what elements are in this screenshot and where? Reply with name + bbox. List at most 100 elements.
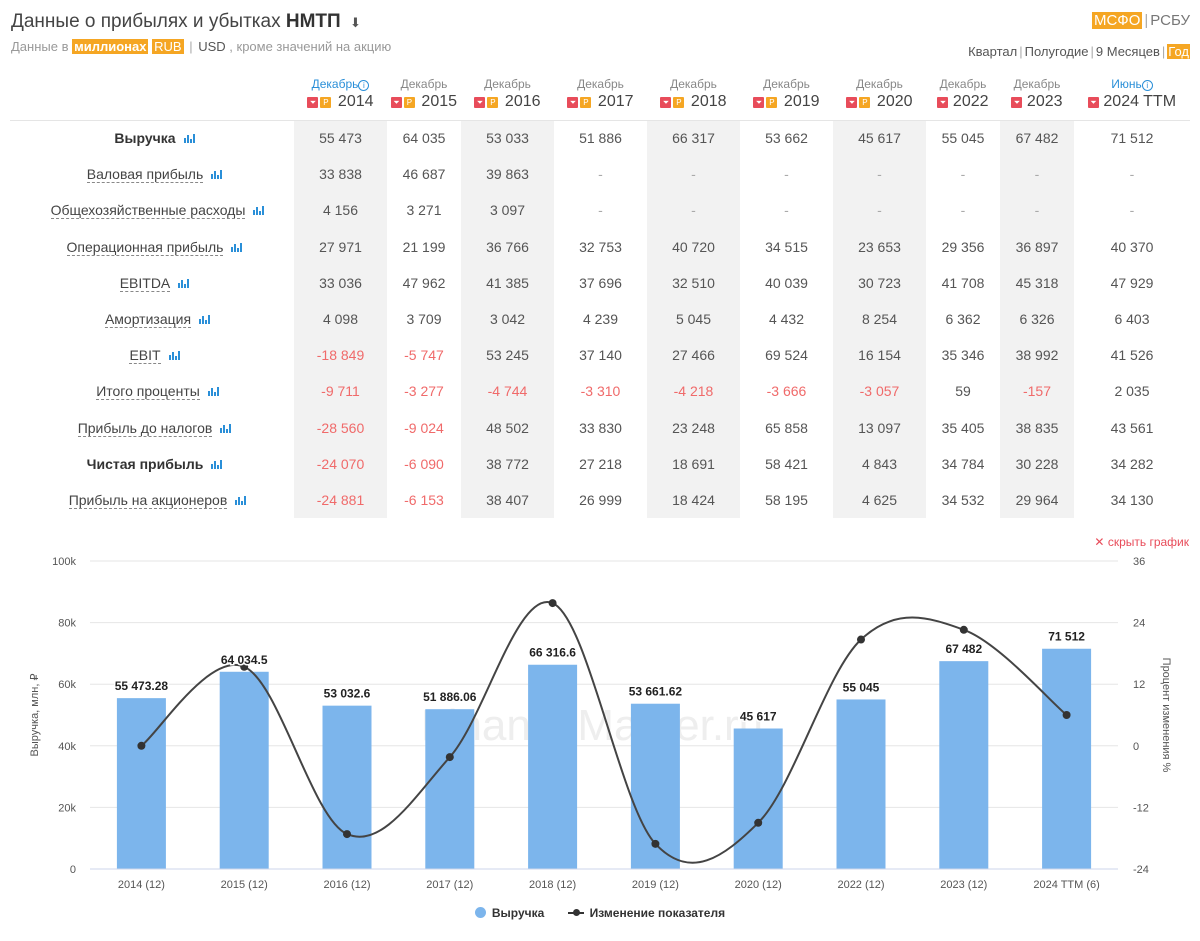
presentation-icon[interactable]: P [403,97,415,109]
data-label: 53 661.62 [629,685,683,699]
presentation-icon[interactable]: P [487,97,499,109]
table-cell: 47 962 [402,274,446,291]
presentation-icon[interactable]: P [766,97,778,109]
column-header-2015: Декабрь ⏷ P 2015 [387,70,461,121]
standard-ifrs[interactable]: МСФО [1091,12,1143,29]
y-left-tick-label: 60k [58,679,76,691]
period-half[interactable]: Полугодие [1024,44,1089,59]
row-label-text[interactable]: Валовая прибыль [86,166,204,184]
table-cell: 21 199 [402,238,446,255]
table-cell: 66 317 [647,120,740,157]
bar-chart-icon[interactable] [211,170,223,180]
table-cell: 40 370 [1110,238,1154,255]
units-millions[interactable]: миллионах [72,39,149,54]
y-right-tick-label: 12 [1133,679,1145,691]
info-icon[interactable]: i [1141,80,1153,92]
table-row: Итого проценты -9 711 -3 277 -4 744 -3 310 -4… [10,373,1190,410]
bar-chart-icon[interactable] [199,315,211,325]
row-label[interactable]: Итого проценты [10,373,294,409]
row-label-text[interactable]: Амортизация [104,311,192,329]
currency-rub[interactable]: RUB [152,39,184,54]
pdf-report-icon[interactable]: ⏷ [753,97,765,109]
row-label[interactable]: Операционная прибыль [10,229,294,265]
bar-chart-icon[interactable] [183,134,196,144]
table-cell: 3 042 [461,300,554,338]
bar-chart-icon[interactable] [168,351,181,361]
pdf-report-icon[interactable]: ⏷ [567,97,579,109]
table-cell: 53 662 [765,130,808,147]
row-label[interactable]: EBIT [10,337,294,373]
column-year: ⏷ 2023 [1011,93,1063,110]
download-icon[interactable]: ⬇ [349,15,361,30]
row-label-text[interactable]: Итого проценты [96,383,200,401]
presentation-icon[interactable]: P [320,97,332,109]
pdf-report-icon[interactable]: ⏷ [390,97,402,109]
table-cell: - [960,166,966,183]
presentation-icon[interactable]: P [580,97,592,109]
table-cell: 37 140 [579,347,622,364]
change-point [959,625,968,634]
table-cell: 41 385 [461,264,554,301]
column-month: Декабрь i [294,77,387,92]
period-9m[interactable]: 9 Месяцев [1095,44,1160,59]
table-cell: -24 070 [294,445,387,482]
pdf-report-icon[interactable]: ⏷ [1011,97,1023,109]
table-cell: - [784,202,789,219]
row-label-text[interactable]: EBIT [129,347,161,365]
row-label-text[interactable]: Выручка [114,130,176,147]
row-label[interactable]: EBITDA [10,265,294,301]
bar-chart-icon[interactable] [220,423,232,433]
bar-chart-icon[interactable] [253,206,265,216]
column-header-2023: Декабрь ⏷ 2023 [1000,70,1074,121]
pdf-report-icon[interactable]: ⏷ [1087,97,1099,109]
row-label-text[interactable]: Операционная прибыль [66,238,224,256]
x-tick-label: 2015 (12) [221,879,268,891]
data-label: 64 034.5 [221,653,268,667]
bar-chart-icon[interactable] [211,459,223,469]
presentation-icon[interactable]: P [859,97,871,109]
row-label[interactable]: Общехозяйственные расходы [10,192,294,228]
row-label-text[interactable]: Прибыль на акционеров [68,491,228,509]
info-icon[interactable]: i [358,80,370,92]
table-cell: - [647,156,740,193]
pdf-report-icon[interactable]: ⏷ [307,97,319,109]
row-label[interactable]: Прибыль на акционеров [10,482,294,518]
table-cell: 33 838 [294,156,387,193]
legend-change[interactable]: Изменение показателя [548,906,725,920]
row-label[interactable]: Валовая прибыль [10,156,294,192]
row-label-text[interactable]: EBITDA [119,274,171,292]
row-label[interactable]: Прибыль до налогов [10,410,294,446]
row-label[interactable]: Амортизация [10,301,294,337]
row-label[interactable]: Чистая прибыль [10,446,294,482]
change-point [137,741,146,750]
period-quarter[interactable]: Квартал [968,44,1018,59]
bar-chart-icon[interactable] [207,387,220,397]
hide-chart-link[interactable]: ✕ скрыть график [1094,535,1189,549]
pdf-report-icon[interactable]: ⏷ [660,97,672,109]
row-label-text[interactable]: Общехозяйственные расходы [50,202,246,220]
pdf-report-icon[interactable]: ⏷ [474,97,486,109]
table-cell: 53 033 [461,120,554,157]
table-cell: 30 228 [1000,445,1074,482]
period-year[interactable]: Год [1167,44,1190,59]
change-point [240,662,249,671]
row-label-text[interactable]: Чистая прибыль [86,455,204,472]
column-year: ⏷ P 2016 [474,93,541,110]
table-cell: 40 720 [647,228,740,265]
table-cell: 4 239 [582,311,619,328]
column-year: ⏷ 2024 TTM [1087,93,1176,110]
row-label-text[interactable]: Прибыль до налогов [77,419,213,437]
pdf-report-icon[interactable]: ⏷ [846,97,858,109]
pdf-report-icon[interactable]: ⏷ [937,97,949,109]
bar-chart-icon[interactable] [178,278,190,288]
bar-chart-icon[interactable] [235,495,247,505]
currency-usd[interactable]: USD [198,39,226,54]
row-label[interactable]: Выручка [10,120,294,156]
x-tick-label: 2023 (12) [940,879,987,891]
standard-ras[interactable]: РСБУ [1150,12,1190,29]
bar-chart-icon[interactable] [231,242,243,252]
presentation-icon[interactable]: P [673,97,685,109]
column-year: ⏷ P 2019 [753,93,820,110]
table-cell: 34 515 [765,238,808,255]
legend-revenue[interactable]: Выручка [474,906,544,920]
